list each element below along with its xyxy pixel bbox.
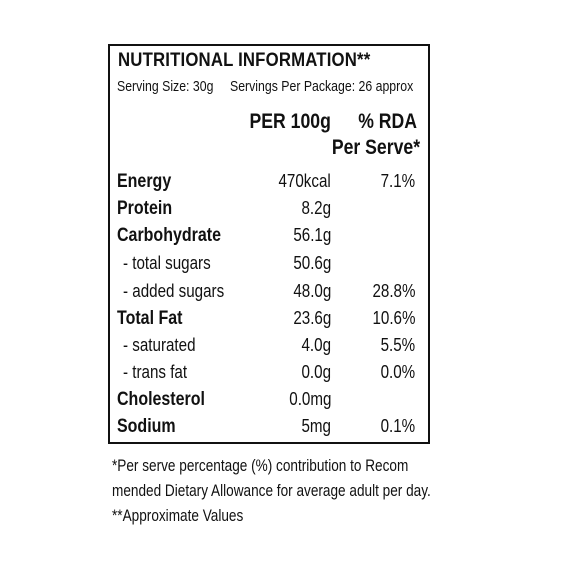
- rda-value: 10.6%: [371, 307, 415, 328]
- nutrient-row-total-sugars: - total sugars 50.6g: [0, 252, 580, 276]
- per-100g-value: 5mg: [301, 415, 331, 436]
- nutrient-name: - total sugars: [123, 252, 211, 273]
- nutrient-name: - saturated: [123, 334, 196, 355]
- per-100g-value: 470kcal: [278, 170, 331, 191]
- rda-value: 28.8%: [371, 280, 415, 301]
- nutrient-name: Total Fat: [117, 307, 183, 329]
- footnote-rda-continued: mended Dietary Allowance for average adu…: [112, 481, 431, 500]
- nutrient-row-trans-fat: - trans fat 0.0g 0.0%: [0, 361, 580, 385]
- nutrient-row-protein: Protein 8.2g: [0, 197, 580, 221]
- column-header-rda: % RDA: [358, 110, 417, 133]
- per-100g-value: 56.1g: [293, 224, 331, 245]
- rda-value: 0.0%: [380, 361, 415, 382]
- per-100g-value: 4.0g: [301, 334, 331, 355]
- nutrient-name: Energy: [117, 170, 172, 192]
- nutrition-label-box: [108, 44, 430, 444]
- servings-per-package: Servings Per Package: 26 approx: [230, 78, 414, 95]
- per-100g-value: 8.2g: [301, 197, 331, 218]
- per-100g-value: 0.0mg: [288, 388, 331, 409]
- nutrient-row-sodium: Sodium 5mg 0.1%: [0, 415, 580, 439]
- nutrient-name: - trans fat: [123, 361, 188, 382]
- nutrient-name: Carbohydrate: [117, 224, 221, 246]
- footnote-approximate: **Approximate Values: [112, 506, 244, 525]
- nutrient-row-cholesterol: Cholesterol 0.0mg: [0, 388, 580, 412]
- rda-value: 0.1%: [380, 415, 415, 436]
- column-header-per-100g: PER 100g: [249, 110, 331, 133]
- nutrient-name: - added sugars: [123, 280, 225, 301]
- nutrient-name: Cholesterol: [117, 388, 205, 410]
- nutrient-row-energy: Energy 470kcal 7.1%: [0, 170, 580, 194]
- column-header-per-serve: Per Serve*: [331, 136, 420, 159]
- nutrient-name: Protein: [117, 197, 173, 219]
- nutrient-row-added-sugars: - added sugars 48.0g 28.8%: [0, 280, 580, 304]
- rda-value: 5.5%: [380, 334, 415, 355]
- nutrient-row-saturated: - saturated 4.0g 5.5%: [0, 334, 580, 358]
- footnote-rda: *Per serve percentage (%) contribution t…: [112, 456, 409, 475]
- rda-value: 7.1%: [380, 170, 415, 191]
- nutrient-name: Sodium: [117, 415, 176, 437]
- nutrient-row-carbohydrate: Carbohydrate 56.1g: [0, 224, 580, 248]
- nutrient-row-total-fat: Total Fat 23.6g 10.6%: [0, 307, 580, 331]
- per-100g-value: 23.6g: [293, 307, 331, 328]
- per-100g-value: 50.6g: [293, 252, 331, 273]
- per-100g-value: 48.0g: [293, 280, 331, 301]
- per-100g-value: 0.0g: [301, 361, 331, 382]
- serving-size: Serving Size: 30g: [117, 78, 214, 95]
- label-title: NUTRITIONAL INFORMATION**: [118, 49, 371, 71]
